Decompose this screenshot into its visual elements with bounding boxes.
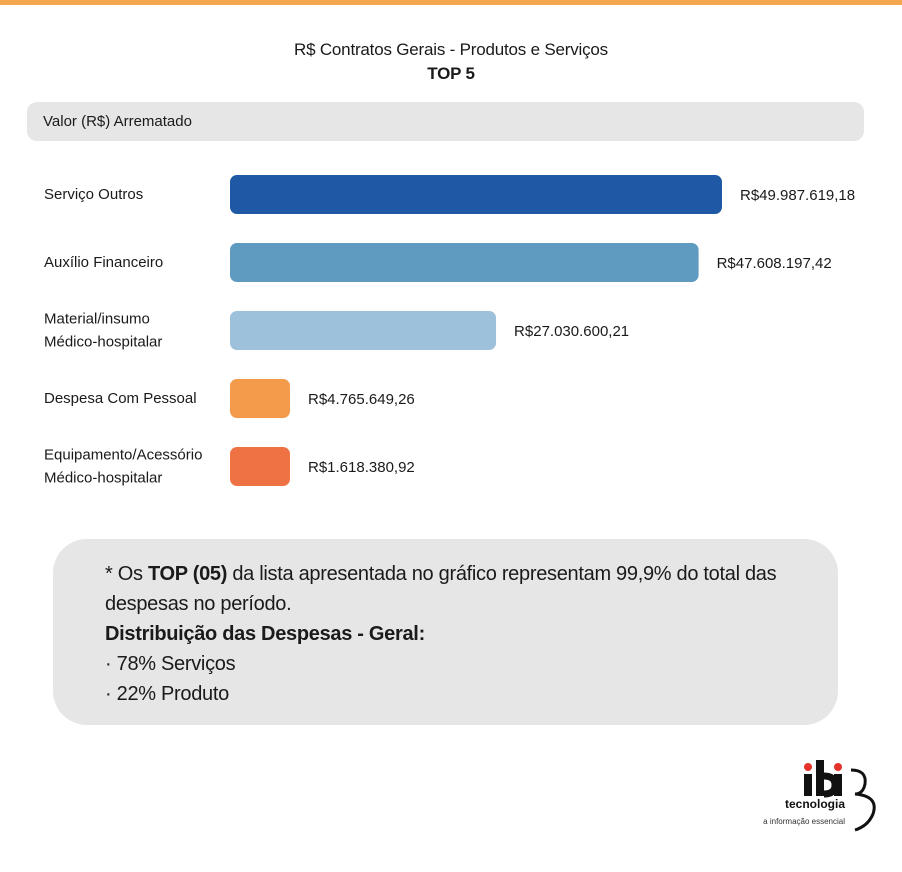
logo-dot-2 bbox=[834, 763, 842, 771]
note-top-count: TOP (05) bbox=[147, 563, 228, 585]
note-item-product: · 22% Produto bbox=[105, 683, 229, 705]
chart-subtitle: TOP 5 bbox=[427, 64, 475, 83]
logo-dot-1 bbox=[804, 763, 812, 771]
category-label-2: Auxílio Financeiro bbox=[44, 254, 163, 271]
bar-3 bbox=[230, 311, 497, 350]
note-box: * Os TOP (05) da lista apresentada no gr… bbox=[53, 539, 838, 725]
bar-5 bbox=[230, 447, 290, 486]
note-item-services: · 78% Serviços bbox=[105, 653, 236, 675]
value-label-1: R$49.987.619,18 bbox=[740, 187, 855, 204]
note-prefix: * Os bbox=[105, 563, 148, 585]
logo-name: tecnologia bbox=[785, 797, 845, 811]
bar-2 bbox=[230, 243, 699, 282]
category-label-3: Material/insumo Médico-hospitalar bbox=[44, 311, 162, 351]
value-label-3: R$27.030.600,21 bbox=[514, 323, 629, 340]
bar-4 bbox=[230, 379, 290, 418]
metric-label: Valor (R$) Arrematado bbox=[43, 113, 192, 130]
note-summary: * Os TOP (05) da lista apresentada no gr… bbox=[105, 559, 825, 619]
bar-1 bbox=[230, 175, 722, 214]
logo-stroke-i1 bbox=[804, 774, 812, 796]
bar-chart: R$49.987.619,18 Serviço Outros R$47.608.19… bbox=[44, 175, 855, 487]
category-label-4: Despesa Com Pessoal bbox=[44, 390, 197, 407]
logo-stroke-i2 bbox=[834, 774, 842, 796]
value-label-5: R$1.618.380,92 bbox=[308, 459, 415, 476]
chart-title: R$ Contratos Gerais - Produtos e Serviço… bbox=[294, 40, 608, 59]
note-suffix: da lista apresentada no gráfico represen… bbox=[105, 563, 777, 615]
logo-stroke-b-bowl bbox=[823, 772, 839, 798]
category-label-5: Equipamento/Acessório Médico-hospitalar bbox=[44, 447, 202, 487]
note-heading: Distribuição das Despesas - Geral: bbox=[105, 623, 425, 645]
note-text: * Os TOP (05) da lista apresentada no gr… bbox=[105, 559, 825, 709]
logo-swoosh bbox=[850, 768, 876, 832]
value-label-4: R$4.765.649,26 bbox=[308, 391, 415, 408]
value-label-2: R$47.608.197,42 bbox=[717, 255, 832, 272]
category-label-1: Serviço Outros bbox=[44, 186, 143, 203]
logo-stroke-b bbox=[816, 760, 824, 796]
metric-header-bar: Valor (R$) Arrematado bbox=[27, 102, 864, 141]
logo-tagline: a informação essencial bbox=[763, 817, 845, 826]
top-accent-rule bbox=[0, 0, 902, 5]
company-logo: tecnologia a informação essencial bbox=[763, 760, 876, 832]
